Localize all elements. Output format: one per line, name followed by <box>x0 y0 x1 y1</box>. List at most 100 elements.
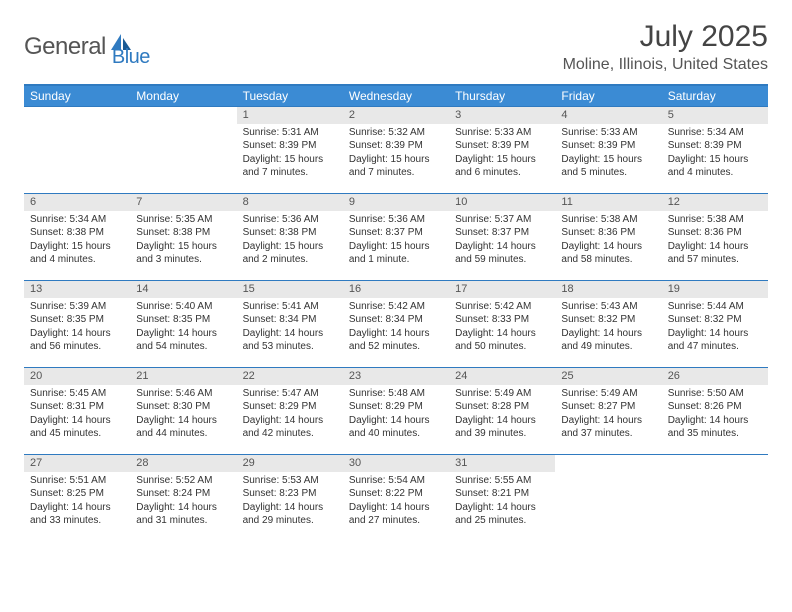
day-data: Sunrise: 5:40 AMSunset: 8:35 PMDaylight:… <box>130 298 236 358</box>
day-number: 23 <box>343 368 449 385</box>
sunset-line: Sunset: 8:21 PM <box>455 487 549 501</box>
calendar-day-cell: 7Sunrise: 5:35 AMSunset: 8:38 PMDaylight… <box>130 194 236 281</box>
calendar-day-cell: 25Sunrise: 5:49 AMSunset: 8:27 PMDayligh… <box>555 368 661 455</box>
calendar-day-cell: 22Sunrise: 5:47 AMSunset: 8:29 PMDayligh… <box>237 368 343 455</box>
day-number: 24 <box>449 368 555 385</box>
weekday-header: Friday <box>555 85 661 107</box>
weekday-header: Wednesday <box>343 85 449 107</box>
day-data: Sunrise: 5:38 AMSunset: 8:36 PMDaylight:… <box>555 211 661 271</box>
sunrise-line: Sunrise: 5:42 AM <box>455 300 549 314</box>
sunset-line: Sunset: 8:39 PM <box>349 139 443 153</box>
sunrise-line: Sunrise: 5:31 AM <box>243 126 337 140</box>
weekday-header-row: SundayMondayTuesdayWednesdayThursdayFrid… <box>24 85 768 107</box>
daylight-line: Daylight: 15 hours and 1 minute. <box>349 240 443 267</box>
sunrise-line: Sunrise: 5:43 AM <box>561 300 655 314</box>
sunrise-line: Sunrise: 5:37 AM <box>455 213 549 227</box>
day-number: 11 <box>555 194 661 211</box>
day-data: Sunrise: 5:32 AMSunset: 8:39 PMDaylight:… <box>343 124 449 184</box>
calendar-day-cell: 11Sunrise: 5:38 AMSunset: 8:36 PMDayligh… <box>555 194 661 281</box>
sunrise-line: Sunrise: 5:32 AM <box>349 126 443 140</box>
daylight-line: Daylight: 15 hours and 4 minutes. <box>30 240 124 267</box>
calendar-day-cell: 1Sunrise: 5:31 AMSunset: 8:39 PMDaylight… <box>237 107 343 194</box>
sunrise-line: Sunrise: 5:47 AM <box>243 387 337 401</box>
sunset-line: Sunset: 8:39 PM <box>455 139 549 153</box>
sunset-line: Sunset: 8:37 PM <box>349 226 443 240</box>
daylight-line: Daylight: 14 hours and 45 minutes. <box>30 414 124 441</box>
sunset-line: Sunset: 8:35 PM <box>136 313 230 327</box>
sunrise-line: Sunrise: 5:34 AM <box>30 213 124 227</box>
daylight-line: Daylight: 14 hours and 39 minutes. <box>455 414 549 441</box>
daylight-line: Daylight: 14 hours and 57 minutes. <box>668 240 762 267</box>
sunset-line: Sunset: 8:36 PM <box>561 226 655 240</box>
day-data: Sunrise: 5:49 AMSunset: 8:27 PMDaylight:… <box>555 385 661 445</box>
sunrise-line: Sunrise: 5:41 AM <box>243 300 337 314</box>
day-data: Sunrise: 5:44 AMSunset: 8:32 PMDaylight:… <box>662 298 768 358</box>
day-number: 1 <box>237 107 343 124</box>
day-data: Sunrise: 5:51 AMSunset: 8:25 PMDaylight:… <box>24 472 130 532</box>
calendar-week-row: 27Sunrise: 5:51 AMSunset: 8:25 PMDayligh… <box>24 455 768 542</box>
day-data: Sunrise: 5:50 AMSunset: 8:26 PMDaylight:… <box>662 385 768 445</box>
daylight-line: Daylight: 15 hours and 7 minutes. <box>349 153 443 180</box>
daylight-line: Daylight: 14 hours and 37 minutes. <box>561 414 655 441</box>
daylight-line: Daylight: 14 hours and 52 minutes. <box>349 327 443 354</box>
day-number: 4 <box>555 107 661 124</box>
calendar-day-cell: 27Sunrise: 5:51 AMSunset: 8:25 PMDayligh… <box>24 455 130 542</box>
calendar-week-row: 20Sunrise: 5:45 AMSunset: 8:31 PMDayligh… <box>24 368 768 455</box>
day-data: Sunrise: 5:54 AMSunset: 8:22 PMDaylight:… <box>343 472 449 532</box>
day-number: 7 <box>130 194 236 211</box>
weekday-header: Saturday <box>662 85 768 107</box>
daylight-line: Daylight: 14 hours and 53 minutes. <box>243 327 337 354</box>
day-number: 26 <box>662 368 768 385</box>
calendar-day-cell <box>24 107 130 194</box>
calendar-day-cell: 28Sunrise: 5:52 AMSunset: 8:24 PMDayligh… <box>130 455 236 542</box>
day-number: 15 <box>237 281 343 298</box>
sunrise-line: Sunrise: 5:34 AM <box>668 126 762 140</box>
sunrise-line: Sunrise: 5:45 AM <box>30 387 124 401</box>
sunset-line: Sunset: 8:39 PM <box>243 139 337 153</box>
day-number: 17 <box>449 281 555 298</box>
calendar-day-cell: 20Sunrise: 5:45 AMSunset: 8:31 PMDayligh… <box>24 368 130 455</box>
day-data: Sunrise: 5:34 AMSunset: 8:39 PMDaylight:… <box>662 124 768 184</box>
sunset-line: Sunset: 8:32 PM <box>561 313 655 327</box>
day-data: Sunrise: 5:42 AMSunset: 8:33 PMDaylight:… <box>449 298 555 358</box>
sunrise-line: Sunrise: 5:54 AM <box>349 474 443 488</box>
day-data: Sunrise: 5:47 AMSunset: 8:29 PMDaylight:… <box>237 385 343 445</box>
sunset-line: Sunset: 8:32 PM <box>668 313 762 327</box>
daylight-line: Daylight: 14 hours and 50 minutes. <box>455 327 549 354</box>
daylight-line: Daylight: 14 hours and 59 minutes. <box>455 240 549 267</box>
sunset-line: Sunset: 8:30 PM <box>136 400 230 414</box>
day-number: 28 <box>130 455 236 472</box>
calendar-day-cell: 6Sunrise: 5:34 AMSunset: 8:38 PMDaylight… <box>24 194 130 281</box>
logo: General Blue <box>24 24 150 69</box>
logo-text-blue: Blue <box>112 46 150 69</box>
calendar-day-cell: 3Sunrise: 5:33 AMSunset: 8:39 PMDaylight… <box>449 107 555 194</box>
day-number: 29 <box>237 455 343 472</box>
day-data: Sunrise: 5:36 AMSunset: 8:38 PMDaylight:… <box>237 211 343 271</box>
day-number: 19 <box>662 281 768 298</box>
weekday-header: Tuesday <box>237 85 343 107</box>
sunrise-line: Sunrise: 5:36 AM <box>243 213 337 227</box>
day-number: 16 <box>343 281 449 298</box>
day-data: Sunrise: 5:36 AMSunset: 8:37 PMDaylight:… <box>343 211 449 271</box>
sunrise-line: Sunrise: 5:49 AM <box>455 387 549 401</box>
day-data: Sunrise: 5:43 AMSunset: 8:32 PMDaylight:… <box>555 298 661 358</box>
calendar-day-cell: 9Sunrise: 5:36 AMSunset: 8:37 PMDaylight… <box>343 194 449 281</box>
calendar-day-cell: 15Sunrise: 5:41 AMSunset: 8:34 PMDayligh… <box>237 281 343 368</box>
sunrise-line: Sunrise: 5:33 AM <box>561 126 655 140</box>
daylight-line: Daylight: 14 hours and 44 minutes. <box>136 414 230 441</box>
sunset-line: Sunset: 8:35 PM <box>30 313 124 327</box>
calendar-day-cell: 12Sunrise: 5:38 AMSunset: 8:36 PMDayligh… <box>662 194 768 281</box>
day-data: Sunrise: 5:37 AMSunset: 8:37 PMDaylight:… <box>449 211 555 271</box>
sunset-line: Sunset: 8:24 PM <box>136 487 230 501</box>
daylight-line: Daylight: 14 hours and 27 minutes. <box>349 501 443 528</box>
day-number: 3 <box>449 107 555 124</box>
sunset-line: Sunset: 8:39 PM <box>668 139 762 153</box>
sunrise-line: Sunrise: 5:39 AM <box>30 300 124 314</box>
calendar-week-row: 13Sunrise: 5:39 AMSunset: 8:35 PMDayligh… <box>24 281 768 368</box>
sunrise-line: Sunrise: 5:50 AM <box>668 387 762 401</box>
calendar-day-cell: 23Sunrise: 5:48 AMSunset: 8:29 PMDayligh… <box>343 368 449 455</box>
day-number: 2 <box>343 107 449 124</box>
sunrise-line: Sunrise: 5:35 AM <box>136 213 230 227</box>
weekday-header: Sunday <box>24 85 130 107</box>
sunrise-line: Sunrise: 5:51 AM <box>30 474 124 488</box>
